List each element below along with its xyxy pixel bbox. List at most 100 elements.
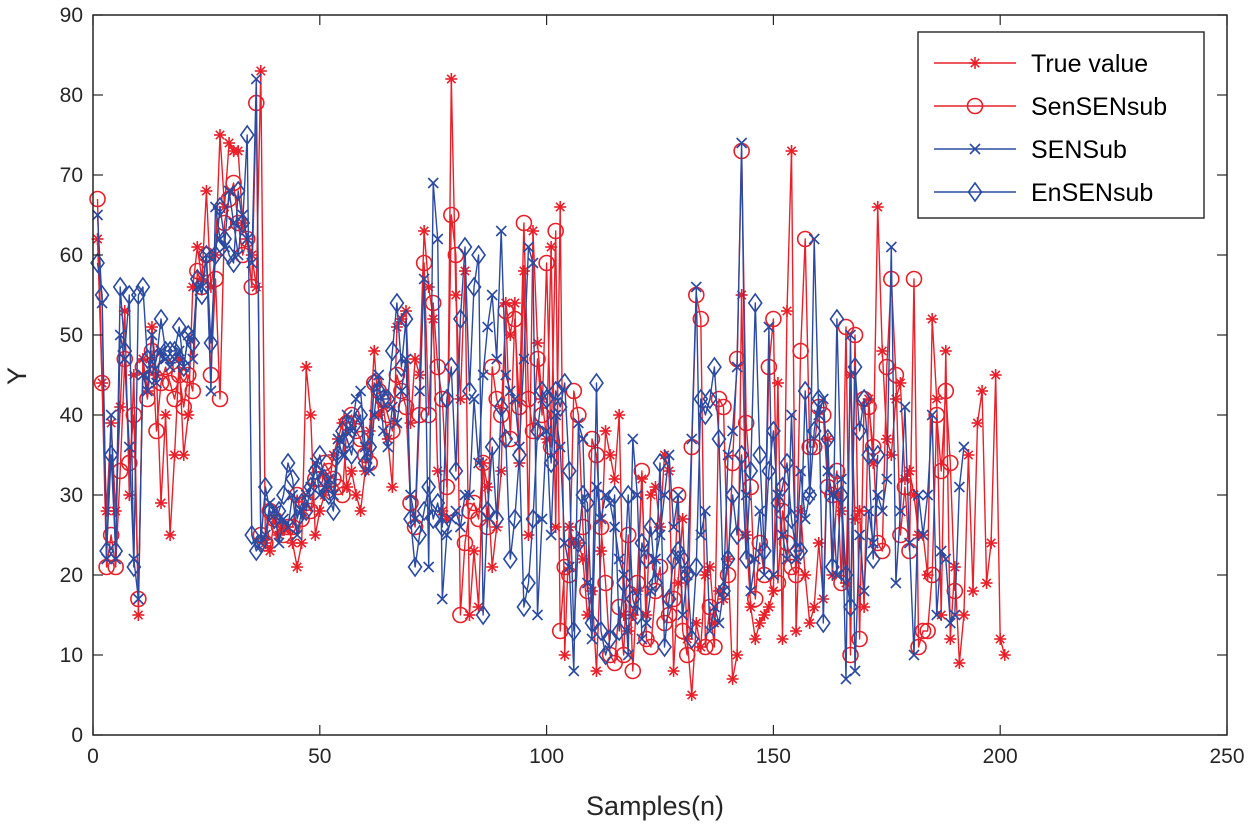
data-point	[584, 612, 600, 634]
data-point	[171, 316, 187, 338]
data-point	[905, 270, 923, 288]
data-point	[180, 324, 196, 346]
data-point	[843, 596, 858, 618]
data-point	[661, 588, 677, 610]
data-point	[570, 532, 586, 554]
data-point	[498, 428, 514, 450]
data-point	[829, 308, 845, 330]
y-tick-label: 70	[60, 164, 83, 187]
data-point	[536, 513, 548, 525]
data-point	[375, 388, 391, 410]
data-point	[876, 345, 889, 357]
data-point	[506, 310, 524, 328]
data-point	[751, 534, 769, 552]
data-point	[239, 124, 255, 146]
data-point	[851, 630, 868, 648]
data-point	[454, 521, 466, 533]
data-point	[380, 388, 396, 410]
data-point	[420, 406, 437, 424]
data-point	[820, 428, 836, 450]
data-point	[812, 537, 825, 549]
data-point	[619, 526, 637, 544]
data-point	[434, 516, 450, 538]
data-point	[391, 417, 403, 429]
data-point	[976, 385, 989, 397]
data-point	[436, 593, 448, 605]
data-point	[488, 390, 506, 408]
data-point	[554, 201, 567, 213]
data-point	[776, 633, 789, 645]
data-point	[153, 308, 169, 330]
data-point	[765, 420, 781, 442]
data-point	[509, 393, 521, 405]
data-point	[475, 604, 491, 626]
data-point	[205, 385, 217, 397]
data-point	[386, 401, 398, 413]
data-point	[684, 628, 700, 650]
data-point	[303, 476, 319, 498]
data-point	[722, 449, 734, 461]
data-point	[550, 409, 562, 421]
data-point	[530, 420, 545, 442]
data-point	[651, 558, 669, 576]
data-point	[91, 209, 104, 221]
data-point	[489, 508, 505, 530]
data-point	[743, 460, 759, 482]
data-point	[418, 273, 430, 285]
x-tick-label: 0	[87, 745, 99, 768]
data-point	[599, 425, 612, 437]
data-point	[309, 529, 322, 541]
data-point	[706, 356, 722, 378]
data-point	[123, 489, 136, 501]
data-point	[341, 409, 353, 421]
data-point	[155, 497, 168, 509]
data-point	[922, 489, 934, 501]
data-point	[931, 609, 943, 621]
data-point	[459, 489, 471, 501]
data-point	[783, 558, 800, 576]
data-point	[520, 390, 537, 408]
axes-layer: 0 50 100 150 200 250 0 10 20 30 40 50 60 70 80 90	[60, 4, 1245, 768]
data-point	[652, 452, 668, 474]
data-point	[432, 233, 444, 245]
data-point	[150, 377, 163, 389]
data-point	[291, 529, 303, 541]
data-point	[117, 340, 133, 362]
data-point	[230, 180, 246, 202]
data-point	[758, 569, 770, 581]
data-point	[797, 380, 813, 402]
data-point	[663, 449, 675, 461]
x-tick-label: 50	[308, 745, 331, 768]
data-point	[842, 646, 859, 664]
data-point	[824, 556, 840, 578]
data-point	[466, 276, 482, 298]
data-point	[597, 574, 614, 592]
data-point	[928, 406, 945, 424]
data-point	[529, 350, 546, 368]
data-point	[865, 548, 881, 570]
data-point	[93, 374, 111, 392]
data-point	[409, 353, 422, 365]
data-point	[439, 388, 455, 410]
data-point	[788, 540, 804, 562]
data-point	[225, 174, 242, 192]
data-point	[725, 484, 741, 506]
data-point	[253, 532, 269, 554]
data-point	[856, 388, 872, 410]
data-point	[631, 489, 643, 501]
data-point	[944, 617, 956, 629]
data-point	[438, 478, 456, 496]
data-point	[852, 420, 868, 442]
data-point	[276, 484, 291, 506]
data-point	[304, 409, 317, 421]
data-point	[638, 548, 654, 570]
data-point	[389, 292, 405, 314]
data-point	[298, 500, 314, 522]
data-point	[838, 564, 854, 586]
legend-marker	[969, 143, 981, 155]
data-point	[616, 572, 632, 594]
data-point	[790, 625, 803, 637]
data-point	[330, 444, 346, 466]
data-point	[590, 665, 603, 677]
data-point	[613, 409, 626, 421]
